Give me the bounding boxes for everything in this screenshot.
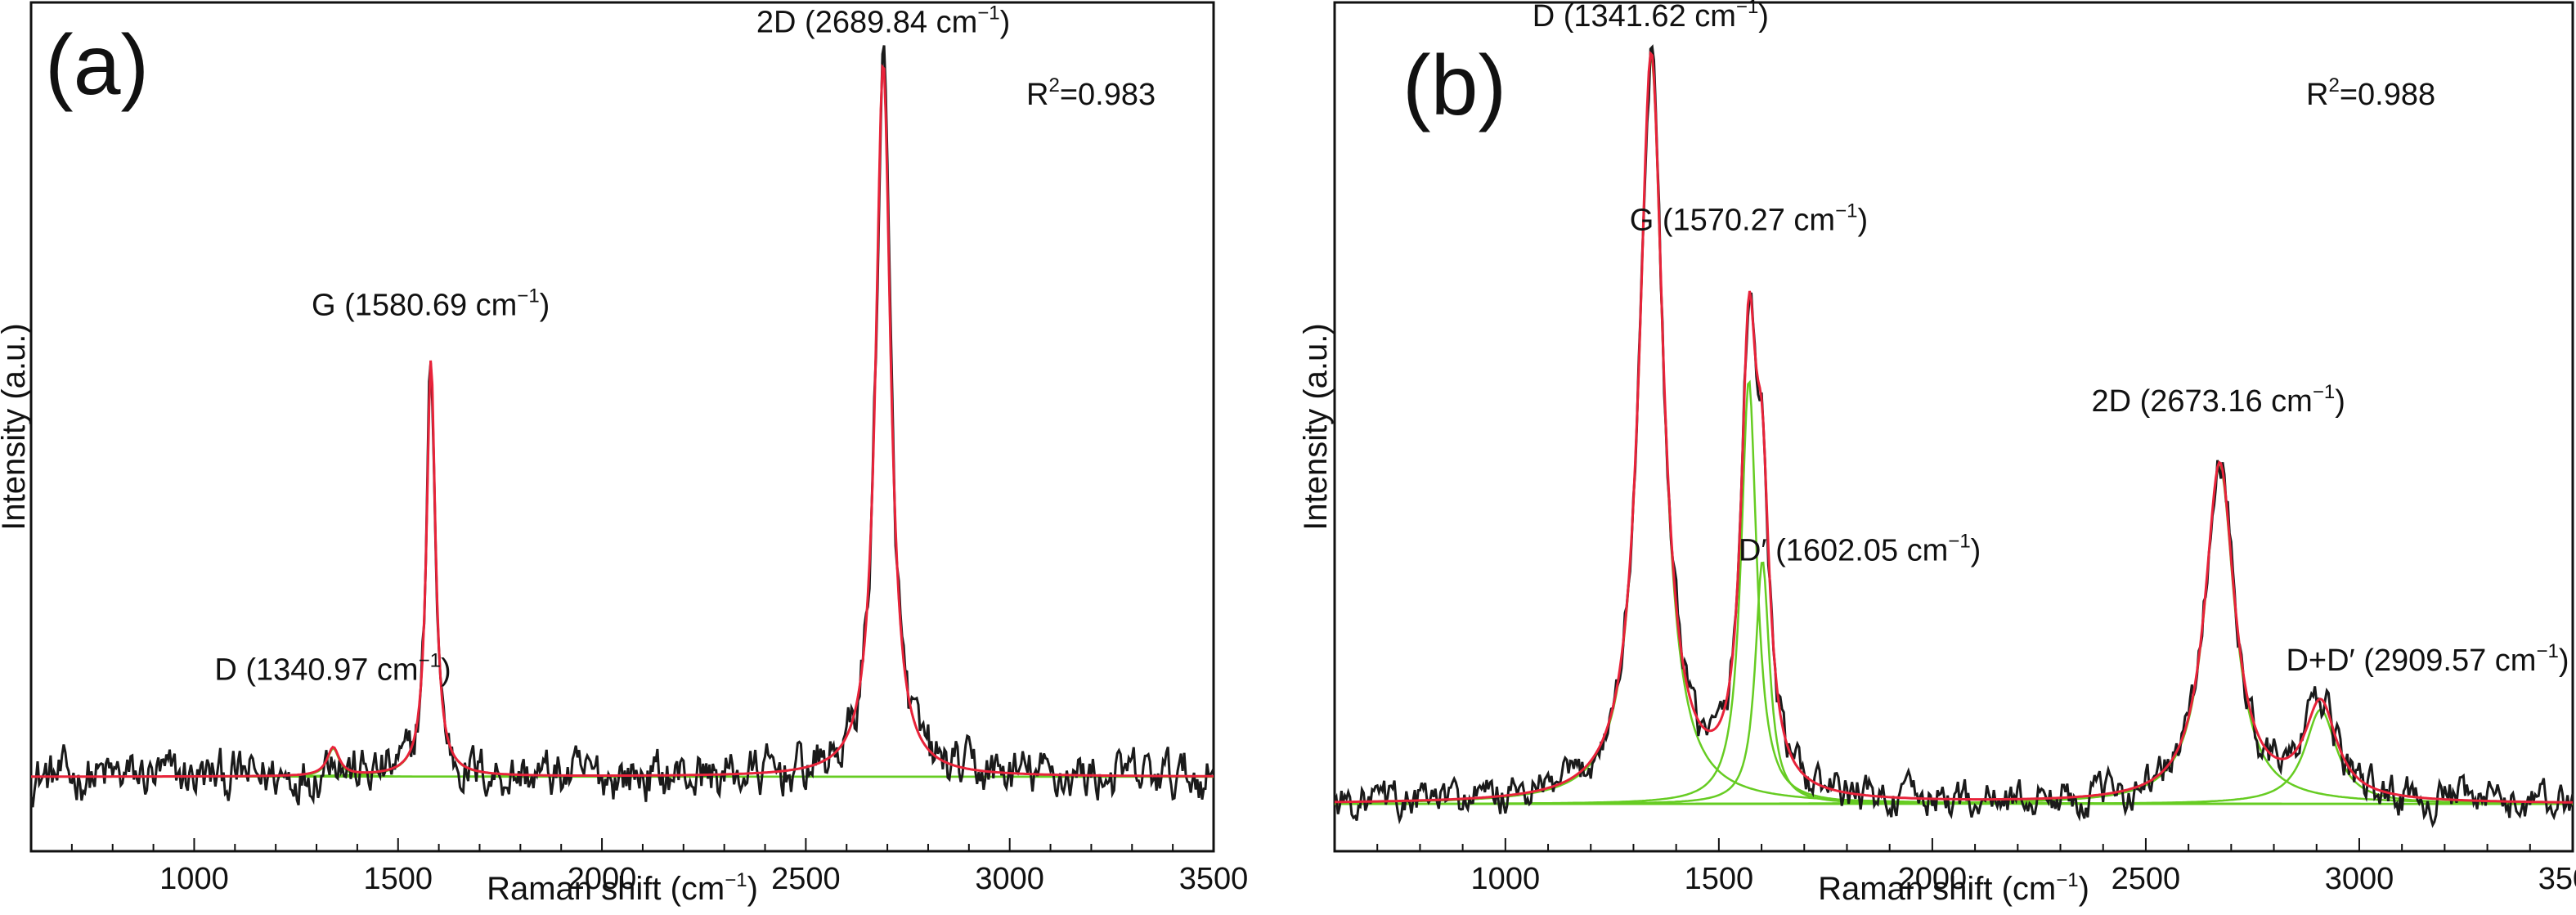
r-squared-label-b: R2=0.988: [2306, 74, 2435, 112]
component-peak-G: [1335, 379, 2573, 805]
spectrum-lines-b: [1333, 44, 2574, 828]
x-tick-label: 2500: [771, 862, 841, 896]
cumulative-fit: [31, 63, 1214, 778]
chart-panel-b: 1000 1500 2000 2500 3000 3500 D (1341.62 cm−1…: [1298, 0, 2576, 907]
x-tick-label: 3000: [2325, 862, 2394, 896]
x-tick-label: 2000: [568, 862, 637, 896]
peak-label-2D: 2D (2673.16 cm−1): [2091, 381, 2345, 419]
component-peak-D: [1335, 56, 2573, 805]
chart-panel-a: 1000 1500 2000 2500 3000 3500 D (1340.97 cm−1…: [0, 1, 1249, 907]
measured-spectrum: [1333, 44, 2574, 828]
x-tick-label: 3500: [2538, 862, 2576, 896]
peak-label-D: D (1341.62 cm−1): [1533, 0, 1769, 34]
peak-label-D+D′: D+D′ (2909.57 cm−1): [2286, 640, 2569, 678]
x-tick-label: 1500: [1685, 862, 1754, 896]
peak-label-2D: 2D (2689.84 cm−1): [756, 2, 1010, 39]
x-tick-label: 1500: [363, 862, 433, 896]
x-tick-label: 3000: [975, 862, 1044, 896]
component-peak-D′: [1335, 561, 2573, 805]
y-axis-title-b: Intensity (a.u.): [1298, 323, 1334, 530]
y-axis-title-a: Intensity (a.u.): [0, 323, 32, 530]
peak-label-D′: D′ (1602.05 cm−1): [1739, 530, 1981, 567]
x-tick-label: 1000: [1471, 862, 1541, 896]
measured-spectrum: [29, 45, 1215, 808]
component-peak-2D: [31, 64, 1214, 778]
peak-labels-a: D (1340.97 cm−1) G (1580.69 cm−1) 2D (2689…: [214, 2, 1010, 687]
panel-label-b: (b): [1402, 38, 1506, 133]
plot-frame-b: [1333, 1, 2574, 853]
x-axis-ticks-a: 1000 1500 2000 2500 3000 3500: [70, 838, 1249, 896]
x-tick-label: 2500: [2112, 862, 2181, 896]
cumulative-fit: [1335, 50, 2573, 804]
plot-frame-a: [29, 1, 1215, 853]
peak-label-G: G (1580.69 cm−1): [312, 285, 550, 322]
peak-labels-b: D (1341.62 cm−1) G (1570.27 cm−1) D′ (1602…: [1533, 0, 2569, 678]
peak-label-G: G (1570.27 cm−1): [1630, 200, 1868, 238]
x-tick-label: 3500: [1179, 862, 1249, 896]
x-tick-label: 1000: [159, 862, 229, 896]
x-axis-ticks-b: 1000 1500 2000 2500 3000 3500: [1376, 838, 2576, 896]
component-peak-G: [31, 361, 1214, 778]
panel-label-a: (a): [45, 18, 149, 113]
peak-label-D: D (1340.97 cm−1): [214, 650, 451, 688]
r-squared-label-a: R2=0.983: [1026, 74, 1156, 112]
spectrum-lines-a: [29, 45, 1215, 808]
x-tick-label: 2000: [1898, 862, 1968, 896]
component-peak-2D: [1335, 464, 2573, 805]
x-axis-title-b: Raman shift (cm−1): [1818, 869, 2089, 907]
x-axis-title-a: Raman shift (cm−1): [487, 869, 758, 907]
